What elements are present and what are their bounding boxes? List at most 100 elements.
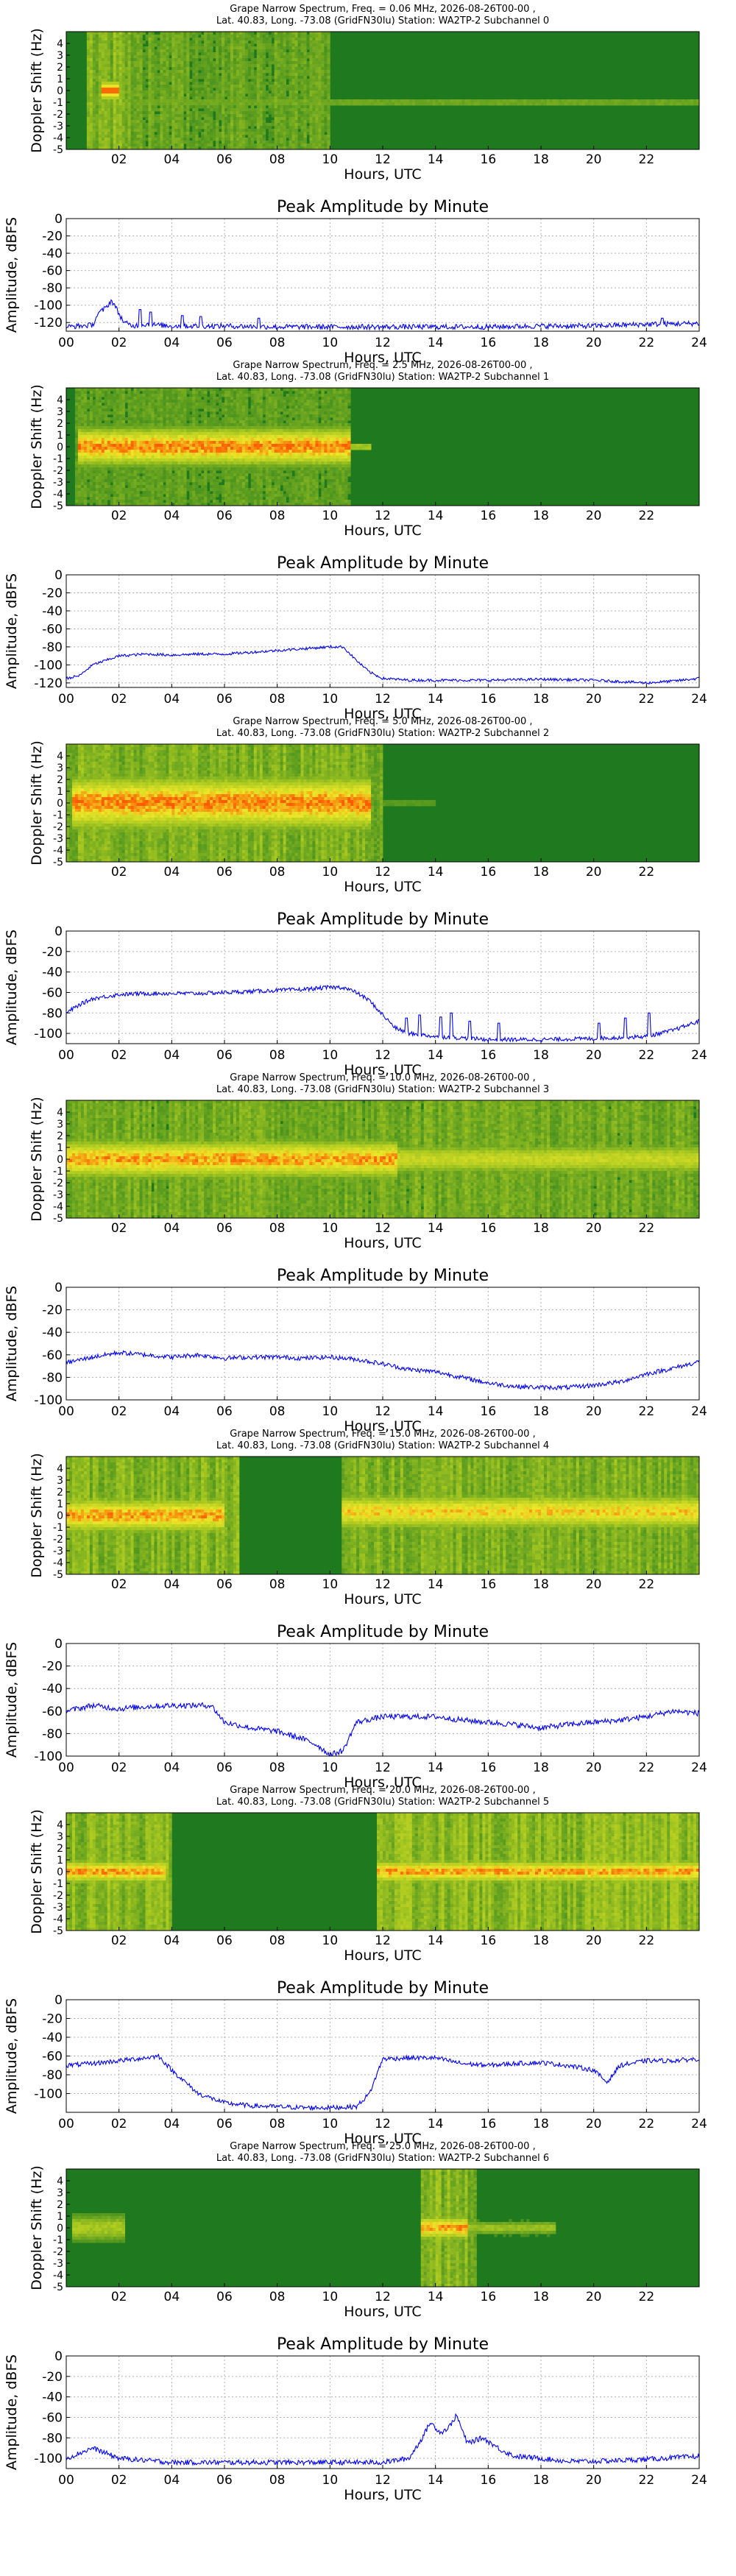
spectrum-cell: [93, 453, 96, 456]
spectrum-cell: [295, 64, 298, 67]
spectrum-cell: [277, 114, 280, 117]
spectrum-cell: [131, 35, 134, 38]
spectrum-cell: [204, 88, 207, 91]
spectrum-cell: [222, 38, 224, 40]
spectrum-cell: [239, 79, 242, 82]
spectrum-cell: [160, 88, 163, 91]
spectrum-cell: [146, 55, 149, 58]
spectrum-cell: [116, 79, 119, 82]
spectrum-cell: [75, 500, 78, 503]
spectrum-cell: [102, 411, 105, 414]
spectrum-cell: [295, 55, 298, 58]
spectrum-cell: [107, 123, 110, 126]
spectrum-cell: [239, 91, 242, 93]
spectrum-cell: [272, 52, 275, 55]
spectrum-cell: [148, 138, 151, 141]
spectrum-cell: [93, 391, 96, 394]
spectrum-cell: [171, 40, 174, 43]
spectrum-cell: [180, 138, 183, 141]
spectrum-cell: [180, 85, 183, 88]
spectrum-cell: [87, 435, 90, 438]
spectrum-cell: [565, 102, 567, 105]
spectrum-cell: [245, 91, 248, 93]
spectrum-cell: [134, 64, 137, 67]
spectrum-cell: [75, 476, 78, 479]
spectrum-title-line1-1: Grape Narrow Spectrum, Freq. = 2.5 MHz, …: [233, 360, 532, 371]
spectrum-cell: [242, 38, 245, 40]
spectrum-cell: [266, 93, 269, 96]
spectrum-cell: [174, 79, 177, 82]
spectrum-cell: [195, 49, 198, 52]
spectrum-cell: [186, 46, 189, 49]
spectrum-cell: [242, 52, 245, 55]
amp-xtick-label: 14: [428, 336, 444, 350]
spectrum-cell: [166, 99, 169, 102]
spectrum-cell: [236, 40, 239, 43]
spectrum-cell: [254, 114, 257, 117]
spectrum-cell: [174, 126, 177, 129]
spectrum-cell: [565, 99, 567, 102]
spectrum-cell: [174, 58, 177, 61]
spectrum-cell: [186, 120, 189, 123]
spectrum-cell: [201, 67, 204, 70]
spectrum-cell: [239, 93, 242, 96]
spectrum-cell: [207, 99, 210, 102]
spectrum-cell: [216, 67, 219, 70]
spectrum-cell: [96, 420, 99, 423]
spectrum-cell: [224, 64, 227, 67]
spectrum-cell: [283, 123, 286, 126]
spectrum-cell: [113, 58, 116, 61]
spectrum-cell: [280, 52, 283, 55]
spectrum-cell: [177, 88, 180, 91]
spectrum-cell: [134, 76, 137, 79]
spectrum-cell: [160, 114, 163, 117]
spectrum-cell: [245, 64, 248, 67]
spectrum-cell: [99, 35, 102, 38]
spectrum-cell: [160, 99, 163, 102]
spectrum-cell: [90, 46, 93, 49]
spectrum-cell: [292, 32, 295, 35]
spectrum-cell: [125, 76, 128, 79]
spectrum-cell: [143, 123, 146, 126]
spectrum-cell: [233, 129, 236, 132]
spectrum-cell: [684, 99, 687, 102]
spectrum-cell: [233, 43, 236, 46]
spectrum-cell: [312, 144, 315, 146]
spectrum-cell: [93, 40, 96, 43]
spectrum-cell: [122, 111, 125, 114]
spectrum-cell: [242, 79, 245, 82]
spectrum-cell: [171, 135, 174, 138]
spectrum-cell: [304, 85, 307, 88]
spectrum-cell: [201, 138, 204, 141]
spectrum-cell: [275, 99, 277, 102]
spectrum-cell: [93, 441, 96, 444]
spectrum-cell: [99, 491, 102, 494]
spectrum-xtick-label: 18: [533, 152, 549, 167]
spectrum-cell: [160, 117, 163, 120]
spectrum-cell: [210, 96, 213, 99]
spectrum-cell: [134, 129, 137, 132]
spectrum-cell: [110, 132, 113, 135]
spectrum-cell: [257, 132, 260, 135]
spectrum-cell: [236, 129, 239, 132]
spectrum-cell: [409, 99, 412, 102]
spectrum-cell: [151, 132, 154, 135]
spectrum-cell: [248, 85, 251, 88]
spectrum-cell: [81, 450, 84, 453]
spectrum-cell: [280, 120, 283, 123]
spectrum-cell: [151, 58, 154, 61]
spectrum-cell: [579, 102, 582, 105]
spectrum-cell: [219, 88, 222, 91]
spectrum-cell: [78, 426, 81, 429]
spectrum-cell: [251, 52, 254, 55]
spectrum-cell: [180, 123, 183, 126]
spectrum-cell: [160, 58, 163, 61]
spectrum-cell: [157, 79, 160, 82]
spectrum-cell: [280, 49, 283, 52]
spectrum-cell: [166, 43, 169, 46]
spectrum-cell: [219, 96, 222, 99]
spectrum-cell: [166, 58, 169, 61]
spectrum-cell: [272, 82, 275, 85]
spectrum-cell: [306, 46, 309, 49]
spectrum-cell: [315, 79, 318, 82]
